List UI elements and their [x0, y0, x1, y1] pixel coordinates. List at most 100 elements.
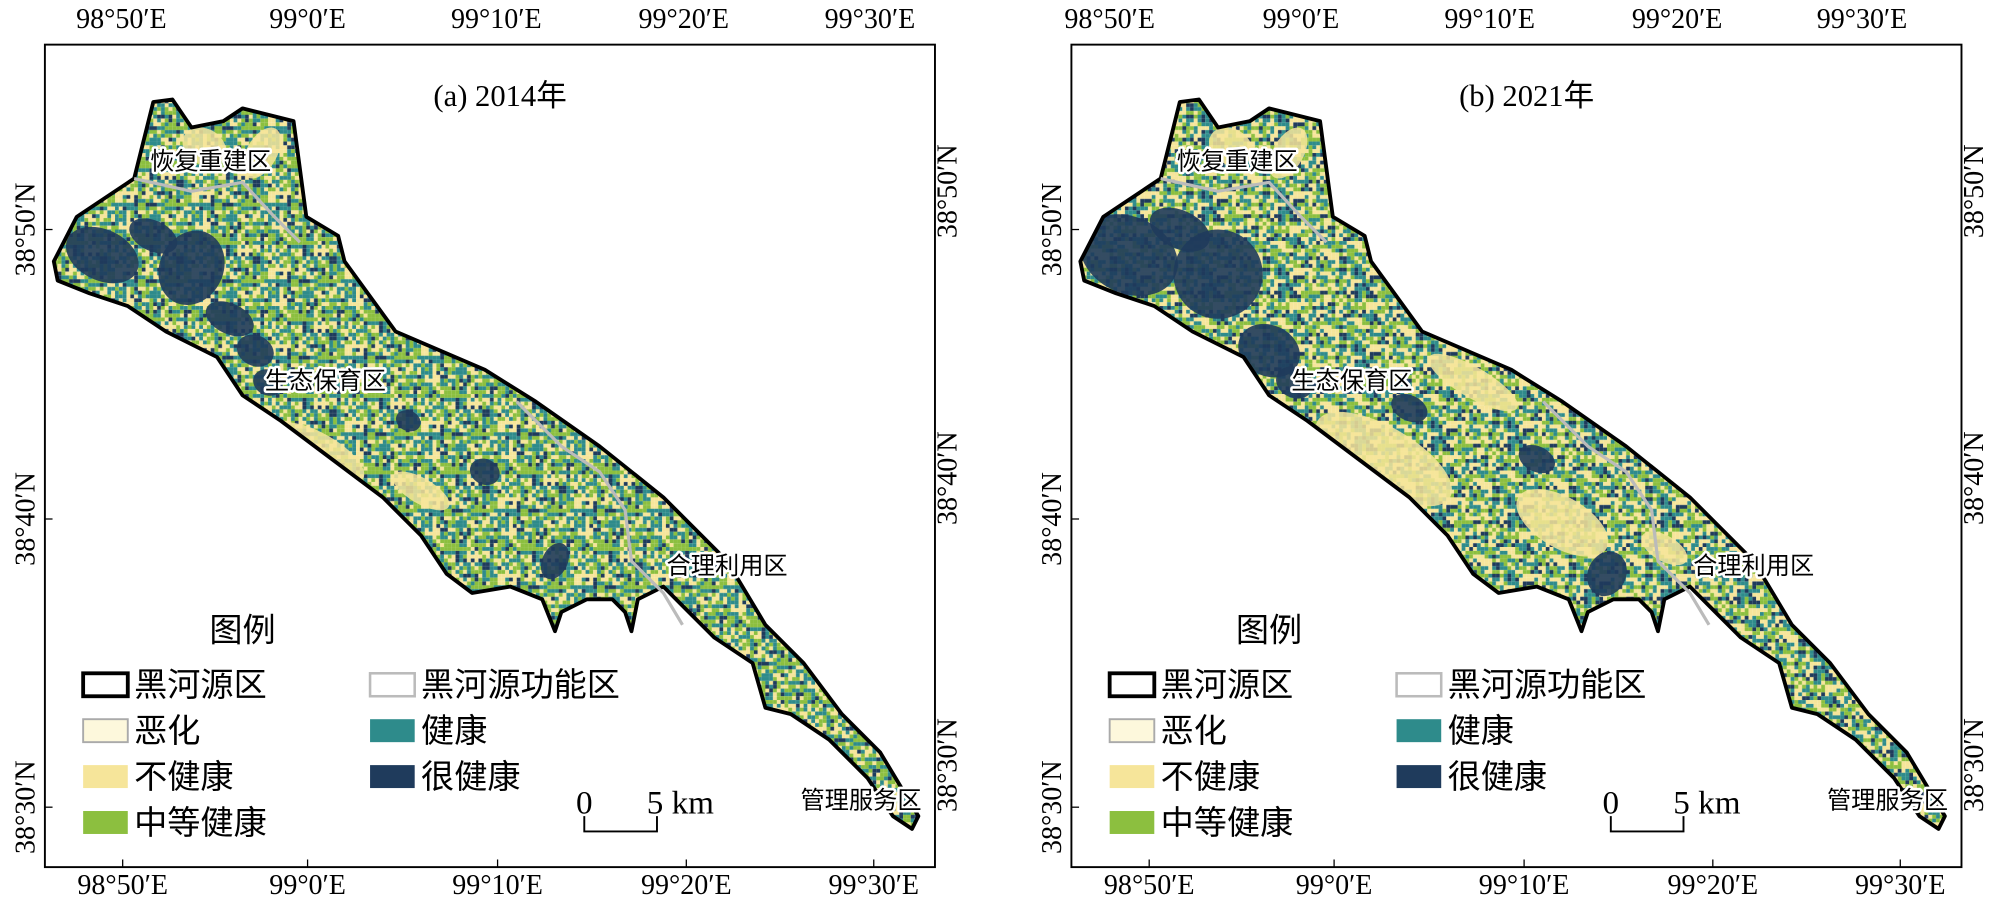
scale-bar-label: 0 [576, 785, 593, 822]
latitude-label: 38°50′N [11, 183, 42, 277]
latitude-label: 38°40′N [1037, 472, 1068, 566]
longitude-label: 99°20′E [641, 870, 732, 899]
legend-swatch [82, 718, 129, 744]
latitude-label: 38°50′N [1959, 144, 1990, 238]
unhealthy-area [1641, 531, 1688, 566]
longitude-label: 99°0′E [269, 870, 346, 899]
longitude-label: 98°50′E [76, 4, 167, 35]
legend-swatch [370, 765, 415, 789]
zone-label: 合理利用区 [1693, 553, 1814, 580]
longitude-label: 99°10′E [1444, 4, 1535, 35]
very-healthy-area [65, 226, 139, 284]
longitude-label: 98°50′E [77, 870, 168, 899]
very-healthy-area [1238, 323, 1300, 378]
legend-label: 中等健康 [134, 805, 267, 842]
legend-label: 健康 [1448, 713, 1514, 750]
legend-swatch [1395, 672, 1443, 698]
very-healthy-area [1276, 366, 1314, 399]
very-healthy-area [253, 369, 283, 396]
zone-label: 恢复重建区 [150, 149, 271, 176]
panel-title: (b) 2021年 [1459, 79, 1594, 113]
zone-boundary [133, 176, 302, 244]
latitude-label: 38°30′N [1959, 718, 1990, 812]
zone-label: 生态保育区 [1291, 368, 1412, 395]
legend-swatch [1396, 765, 1442, 789]
very-healthy-area [1080, 214, 1178, 296]
legend-label: 恶化 [134, 713, 200, 750]
longitude-label: 98°50′E [1064, 4, 1155, 35]
latitude-label: 38°30′N [1037, 760, 1068, 854]
longitude-label: 99°0′E [1296, 870, 1373, 899]
map-frame [43, 43, 936, 869]
latitude-label: 38°30′N [11, 760, 42, 854]
scale-bar [1609, 816, 1685, 833]
zone-label: 恢复重建区 [1177, 149, 1298, 176]
basin-boundary [1078, 97, 1947, 831]
longitude-label: 99°30′E [825, 4, 916, 35]
unhealthy-area [1516, 489, 1609, 557]
zone-label: 生态保育区 [265, 368, 386, 395]
very-healthy-area [1391, 393, 1428, 423]
unhealthy-area [182, 127, 227, 166]
zone-label: 管理服务区 [800, 787, 921, 814]
unhealthy-area [1428, 353, 1518, 412]
latitude-label: 38°30′N [933, 718, 964, 812]
legend-label: 黑河源功能区 [1448, 667, 1647, 704]
longitude-label: 98°50′E [1104, 870, 1195, 899]
very-healthy-area [540, 542, 570, 580]
zone-boundary [1160, 176, 1328, 244]
very-healthy-area [1518, 444, 1556, 474]
legend-swatch [1109, 765, 1155, 789]
longitude-label: 99°30′E [1855, 870, 1946, 899]
legend-label: 不健康 [134, 759, 233, 796]
longitude-label: 99°0′E [1263, 4, 1340, 35]
latitude-label: 38°50′N [1037, 183, 1068, 277]
legend-label: 很健康 [421, 759, 520, 796]
legend-swatch [1396, 719, 1442, 743]
legend-swatch [81, 671, 130, 699]
legend-label: 黑河源功能区 [421, 667, 620, 704]
very-healthy-area [1149, 207, 1210, 252]
scale-bar-label: 5 km [647, 785, 714, 822]
unhealthy-area [242, 127, 281, 179]
legend-swatch [1107, 671, 1157, 699]
legend-label: 不健康 [1161, 759, 1260, 796]
longitude-label: 99°10′E [1479, 870, 1570, 899]
legend-label: 中等健康 [1161, 805, 1294, 842]
legend-swatch [368, 672, 416, 698]
legend-title: 图例 [209, 612, 275, 649]
longitude-label: 99°30′E [828, 870, 919, 899]
longitude-label: 99°20′E [1668, 870, 1759, 899]
legend-swatch [83, 811, 128, 834]
legend-label: 很健康 [1448, 759, 1547, 796]
unhealthy-area [1268, 127, 1308, 179]
zone-label: 合理利用区 [667, 553, 788, 580]
very-healthy-area [205, 301, 254, 337]
very-healthy-area [1587, 551, 1627, 597]
very-healthy-area [158, 230, 225, 305]
very-healthy-area [1173, 229, 1263, 319]
longitude-label: 99°20′E [1632, 4, 1723, 35]
very-healthy-area [236, 334, 274, 367]
panel-title: (a) 2014年 [433, 79, 566, 113]
legend-label: 健康 [421, 713, 487, 750]
latitude-label: 38°50′N [933, 144, 964, 238]
longitude-label: 99°30′E [1817, 4, 1908, 35]
basin-boundary [51, 97, 921, 831]
legend-swatch [1108, 718, 1156, 744]
scale-bar [583, 816, 658, 833]
latitude-label: 38°40′N [11, 472, 42, 566]
legend-label: 黑河源区 [134, 667, 267, 704]
longitude-label: 99°10′E [451, 4, 542, 35]
map-frame [1070, 43, 1963, 869]
unhealthy-area [392, 471, 450, 511]
legend-swatch [83, 765, 128, 789]
very-healthy-area [129, 218, 178, 254]
zone-boundary [515, 400, 684, 626]
very-healthy-area [469, 458, 500, 486]
latitude-label: 38°40′N [1959, 431, 1990, 525]
